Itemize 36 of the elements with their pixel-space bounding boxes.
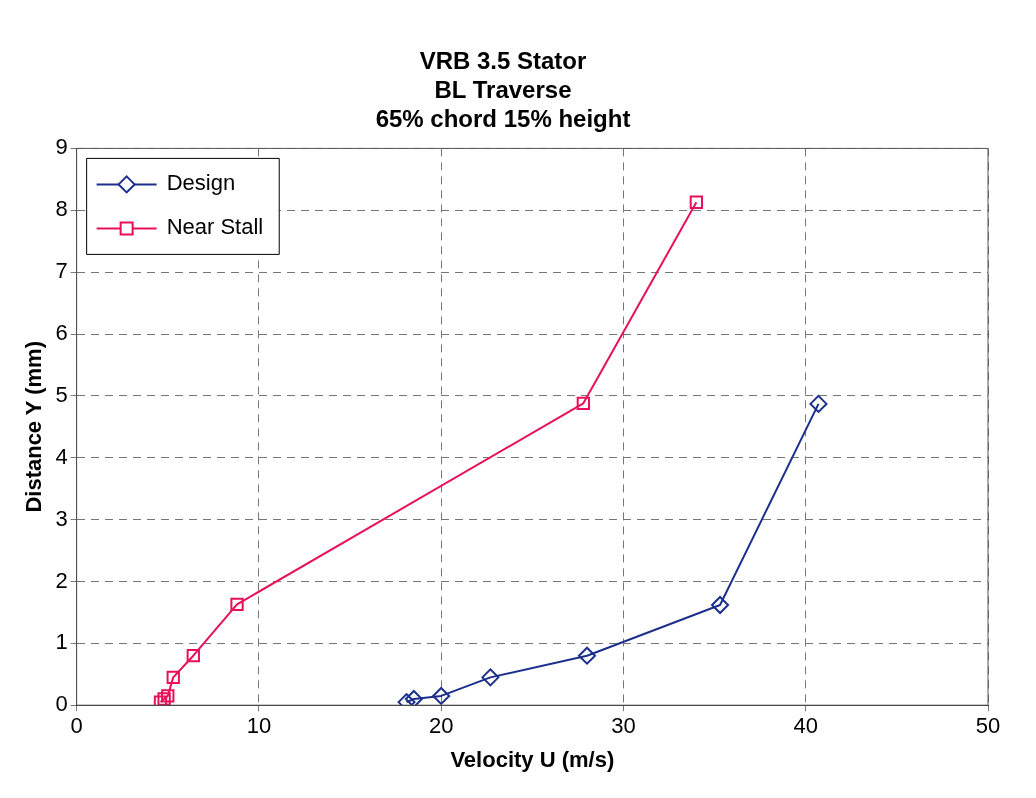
y-tick-label: 1 <box>55 629 68 655</box>
point <box>481 668 500 687</box>
point <box>166 670 180 685</box>
y-tick-label: 9 <box>55 134 68 160</box>
point <box>432 686 451 705</box>
point <box>153 695 168 706</box>
point <box>404 690 423 706</box>
point <box>711 595 730 614</box>
point <box>578 646 596 665</box>
point <box>186 649 200 663</box>
y-tick-label: 5 <box>55 381 68 407</box>
x-axis-title: Velocity U (m/s) <box>450 746 615 772</box>
y-tick-label: 0 <box>55 691 68 717</box>
point <box>230 597 244 612</box>
y-tick-label: 7 <box>55 258 68 284</box>
x-tick-label: 30 <box>611 713 636 739</box>
x-tick-label: 20 <box>428 713 454 739</box>
point <box>809 394 828 413</box>
legend-label: Near Stall <box>166 214 264 240</box>
y-axis-title: Distance Y (mm) <box>21 341 47 513</box>
x-tick-label: 40 <box>793 713 818 739</box>
point <box>161 689 175 703</box>
point <box>576 396 591 410</box>
point <box>157 692 171 706</box>
y-tick-label: 6 <box>55 320 68 346</box>
text: BL Traverse <box>434 75 572 103</box>
text: 65% chord 15% height <box>375 104 631 132</box>
y-tick-label: 2 <box>55 567 68 593</box>
y-tick-label: 3 <box>55 505 68 531</box>
x-tick-label: 10 <box>246 713 272 739</box>
legend-label: Design <box>166 170 236 196</box>
x-tick-label: 50 <box>975 713 1001 739</box>
text: VRB 3.5 Stator <box>419 47 587 75</box>
point <box>689 195 704 209</box>
y-tick-label: 8 <box>55 196 68 222</box>
y-tick-label: 4 <box>55 443 68 469</box>
